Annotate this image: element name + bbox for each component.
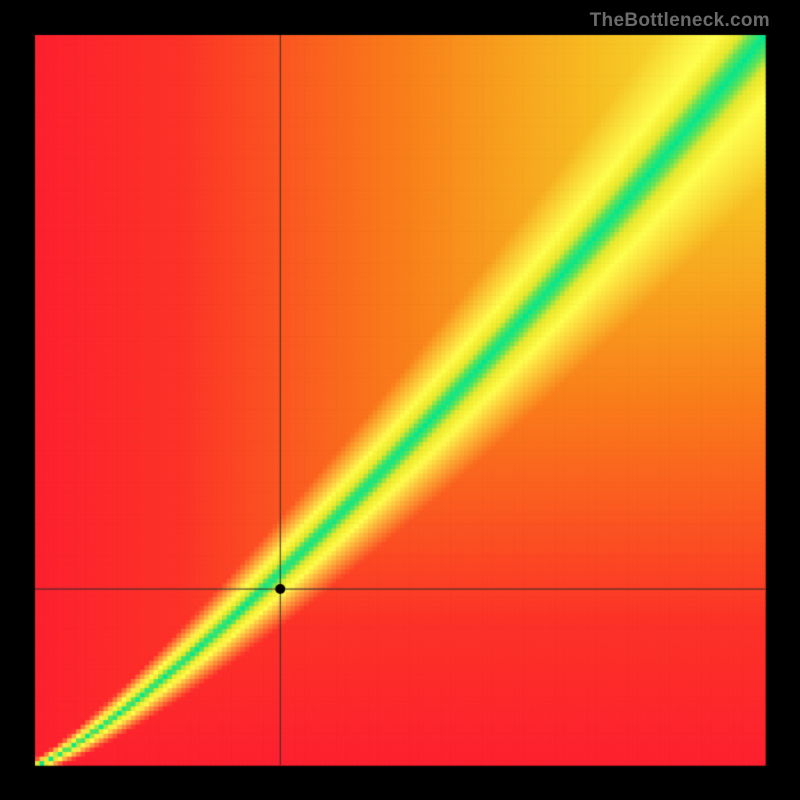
bottleneck-heatmap	[0, 0, 800, 800]
watermark-label: TheBottleneck.com	[590, 10, 770, 32]
chart-container: TheBottleneck.com	[0, 0, 800, 800]
